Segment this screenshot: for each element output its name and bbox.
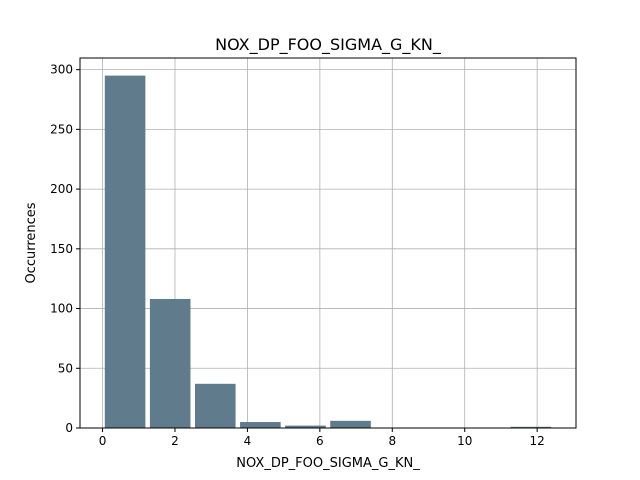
y-tick-label: 0 bbox=[65, 421, 73, 435]
bar bbox=[330, 420, 371, 428]
y-tick-label: 150 bbox=[50, 242, 73, 256]
axis-ticks: 0 2 4 6 8 10 12 0 50 100 150 200 250 300 bbox=[50, 63, 545, 448]
x-axis-label: NOX_DP_FOO_SIGMA_G_KN_ bbox=[236, 456, 420, 471]
y-tick-label: 100 bbox=[50, 302, 73, 316]
x-tick-label: 8 bbox=[388, 434, 396, 448]
x-tick-label: 12 bbox=[530, 434, 545, 448]
plot-frame bbox=[79, 57, 577, 429]
chart-title: NOX_DP_FOO_SIGMA_G_KN_ bbox=[215, 35, 442, 55]
bar bbox=[285, 425, 326, 428]
bar bbox=[240, 422, 281, 428]
x-tick-label: 0 bbox=[99, 434, 107, 448]
y-tick-label: 50 bbox=[58, 361, 73, 375]
y-tick-label: 200 bbox=[50, 182, 73, 196]
bar bbox=[104, 75, 146, 428]
x-tick-label: 4 bbox=[244, 434, 252, 448]
y-axis-label: Occurrences bbox=[24, 202, 39, 283]
x-tick-label: 10 bbox=[457, 434, 472, 448]
bar bbox=[194, 383, 236, 428]
bars bbox=[104, 75, 552, 428]
bar bbox=[149, 298, 191, 428]
x-tick-label: 6 bbox=[316, 434, 324, 448]
x-tick-label: 2 bbox=[171, 434, 179, 448]
y-tick-label: 300 bbox=[50, 63, 73, 77]
bar bbox=[510, 426, 552, 428]
y-tick-label: 250 bbox=[50, 122, 73, 136]
